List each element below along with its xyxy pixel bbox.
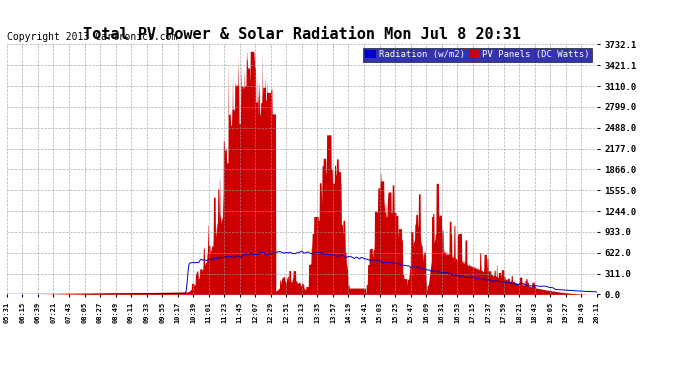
Title: Total PV Power & Solar Radiation Mon Jul 8 20:31: Total PV Power & Solar Radiation Mon Jul… (83, 27, 521, 42)
Text: Copyright 2013 Cartronics.com: Copyright 2013 Cartronics.com (7, 32, 177, 42)
Legend: Radiation (w/m2), PV Panels (DC Watts): Radiation (w/m2), PV Panels (DC Watts) (363, 48, 592, 62)
